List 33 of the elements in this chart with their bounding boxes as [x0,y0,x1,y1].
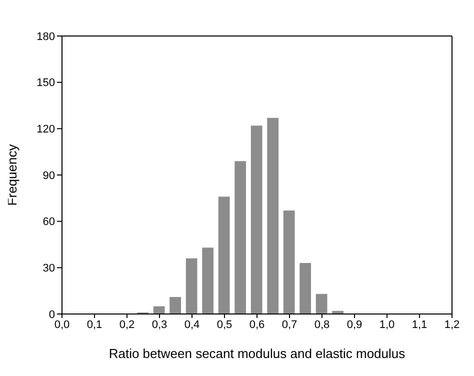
x-tick-label: 1,1 [412,318,428,331]
x-tick-label: 0,9 [346,318,362,331]
bar [283,210,295,314]
x-tick-label: 0,4 [184,318,200,331]
bar [153,306,165,314]
y-tick-label: 60 [42,216,55,228]
x-tick-label: 1,2 [444,318,460,331]
x-tick-label: 0,3 [152,318,168,331]
x-tick-label: 0,1 [86,318,102,331]
x-tick-label: 1,0 [379,318,395,331]
x-tick-label: 0,2 [119,318,135,331]
x-tick-label: 0,8 [314,318,330,331]
bar [316,294,328,314]
bar [170,297,181,314]
x-tick-label: 0,5 [216,318,232,331]
bar [267,118,278,314]
bar [218,196,230,314]
y-tick-label: 0 [48,308,55,321]
y-tick-label: 30 [42,262,55,275]
y-tick-label: 180 [36,30,55,43]
x-axis-title: Ratio between secant modulus and elastic modulus [108,346,406,361]
x-tick-label: 0,0 [54,318,70,331]
y-tick-label: 150 [36,77,55,90]
bar [186,258,198,314]
x-tick-label: 0,6 [249,318,265,331]
bar [202,248,214,314]
bar [250,126,262,314]
bar [300,263,311,314]
y-axis-title: Frequency [4,144,20,206]
y-tick-label: 120 [36,124,55,136]
y-tick-label: 90 [42,170,55,182]
x-tick-label: 0,7 [282,318,298,331]
bar [234,161,246,314]
